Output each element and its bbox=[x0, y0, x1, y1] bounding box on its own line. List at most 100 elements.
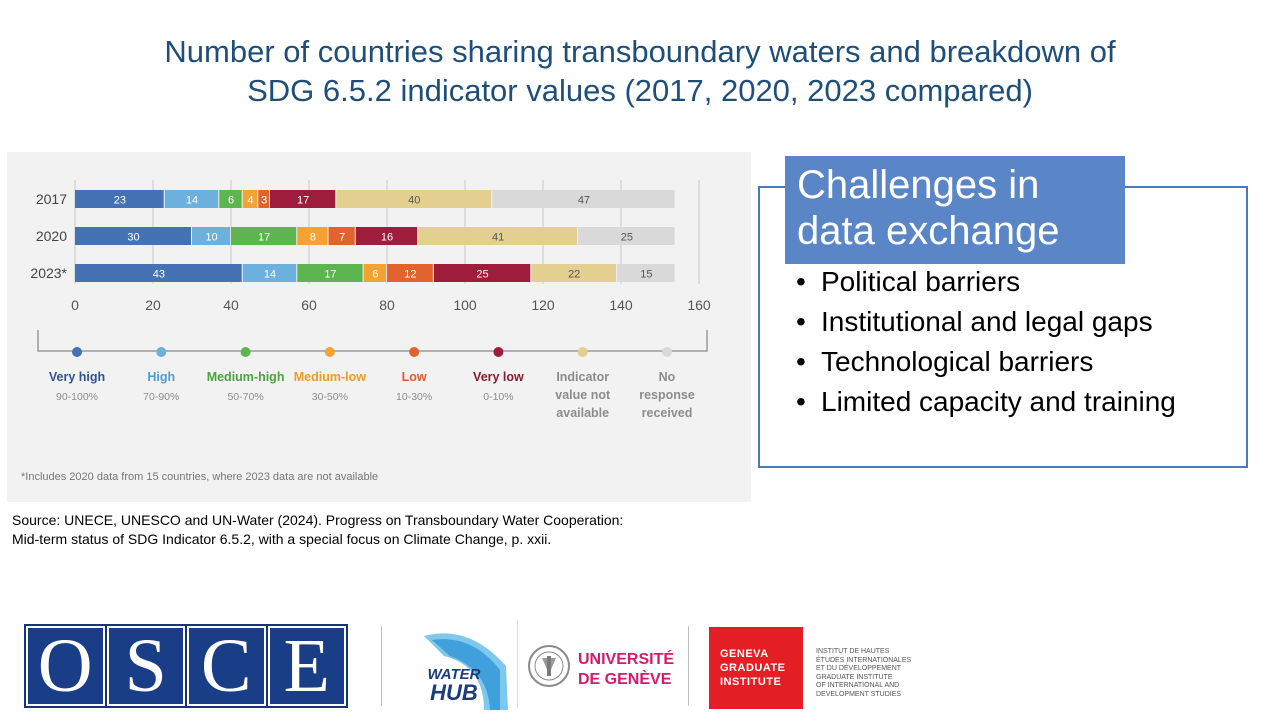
source-line-2: Mid-term status of SDG Indicator 6.5.2, … bbox=[12, 531, 552, 547]
bar-segment bbox=[297, 264, 363, 282]
legend-label: received bbox=[642, 406, 693, 420]
bar-value-label: 25 bbox=[476, 269, 488, 281]
bar-segment bbox=[75, 227, 191, 245]
x-tick-label: 80 bbox=[379, 297, 395, 313]
bar-segment bbox=[270, 190, 336, 208]
ggi-subtext: INSTITUT DE HAUTES ÉTUDES INTERNATIONALE… bbox=[816, 648, 911, 699]
source-line-1: Source: UNECE, UNESCO and UN-Water (2024… bbox=[12, 512, 624, 528]
legend-label: available bbox=[556, 406, 609, 420]
x-tick-label: 20 bbox=[145, 297, 161, 313]
legend-range: 30-50% bbox=[312, 391, 348, 403]
bar-value-label: 17 bbox=[324, 269, 336, 281]
challenges-list: Political barriers Institutional and leg… bbox=[796, 265, 1236, 425]
legend-marker bbox=[156, 347, 167, 357]
legend-range: 0-10% bbox=[483, 391, 513, 403]
legend-label: Low bbox=[402, 370, 427, 384]
legend-label: Medium-high bbox=[207, 370, 285, 384]
x-tick-label: 100 bbox=[453, 297, 477, 313]
slide-title-line-2: SDG 6.5.2 indicator values (2017, 2020, … bbox=[247, 73, 1033, 108]
bar-segment bbox=[242, 264, 297, 282]
logo-divider bbox=[381, 626, 382, 706]
ggi-line-3: INSTITUTE bbox=[720, 676, 782, 688]
ggi-subtext-line: INSTITUT DE HAUTES bbox=[816, 648, 890, 655]
bar-segment bbox=[192, 227, 230, 245]
legend-marker bbox=[493, 347, 504, 357]
legend-label: Medium-low bbox=[294, 370, 366, 384]
legend-label: value not bbox=[555, 388, 611, 402]
ggi-subtext-line: DEVELOPMENT STUDIES bbox=[816, 690, 902, 698]
x-tick-label: 40 bbox=[223, 297, 239, 313]
bar-segment bbox=[387, 264, 433, 282]
challenge-item-institutional: Institutional and legal gaps bbox=[796, 305, 1236, 339]
x-tick-label: 0 bbox=[71, 297, 79, 313]
legend-label: No bbox=[659, 370, 676, 384]
source-citation: Source: UNECE, UNESCO and UN-Water (2024… bbox=[12, 511, 752, 549]
bar-value-label: 17 bbox=[258, 232, 270, 244]
challenge-item-capacity: Limited capacity and training bbox=[796, 385, 1236, 419]
bar-segment bbox=[355, 227, 418, 245]
bar-segment bbox=[617, 264, 675, 282]
unige-line-2: DE GENÈVE bbox=[578, 671, 672, 688]
bar-segment bbox=[258, 190, 269, 208]
bar-segment bbox=[363, 264, 386, 282]
legend-range: 10-30% bbox=[396, 391, 432, 403]
bar-value-label: 25 bbox=[621, 232, 633, 244]
legend-range: 50-70% bbox=[227, 391, 263, 403]
legend-marker bbox=[324, 347, 335, 357]
water-hub-word-2: HUB bbox=[430, 680, 478, 705]
unige-seal-icon bbox=[528, 645, 570, 687]
water-hub-logo bbox=[424, 633, 508, 710]
bar-value-label: 22 bbox=[568, 269, 580, 281]
unige-wordmark: UNIVERSITÉ DE GENÈVE bbox=[578, 650, 674, 690]
legend-marker bbox=[662, 347, 672, 357]
y-category-label: 2020 bbox=[36, 228, 67, 244]
legend-label: response bbox=[639, 388, 695, 402]
legend-label: Indicator bbox=[556, 370, 609, 384]
bar-value-label: 41 bbox=[492, 232, 504, 244]
bar-value-label: 10 bbox=[205, 232, 217, 244]
bar-value-label: 15 bbox=[640, 269, 652, 281]
x-tick-label: 60 bbox=[301, 297, 317, 313]
legend-label: High bbox=[147, 370, 175, 384]
logo-divider bbox=[688, 626, 689, 706]
bar-segment bbox=[492, 190, 675, 208]
bar-segment bbox=[328, 227, 355, 245]
challenges-heading-line-1: Challenges in bbox=[797, 163, 1040, 207]
legend-marker bbox=[240, 347, 251, 357]
osce-letter: C bbox=[187, 626, 266, 706]
bar-value-label: 30 bbox=[127, 232, 139, 244]
challenge-item-political: Political barriers bbox=[796, 265, 1236, 299]
y-category-label: 2023* bbox=[30, 265, 67, 281]
ggi-logo: GENEVA GRADUATE INSTITUTE bbox=[709, 627, 803, 709]
logo-divider bbox=[517, 620, 518, 708]
bar-segment bbox=[418, 227, 578, 245]
bar-segment bbox=[578, 227, 675, 245]
legend-marker bbox=[577, 347, 588, 357]
challenge-item-technological: Technological barriers bbox=[796, 345, 1236, 379]
bar-value-label: 6 bbox=[372, 269, 378, 281]
water-hub-word-1: WATER bbox=[427, 666, 481, 683]
ggi-line-2: GRADUATE bbox=[720, 662, 786, 674]
legend-range: 70-90% bbox=[143, 391, 179, 403]
bar-segment bbox=[164, 190, 219, 208]
osce-letter: S bbox=[106, 626, 185, 706]
water-hub-wordmark: WATER HUB bbox=[418, 666, 490, 705]
bar-value-label: 47 bbox=[578, 195, 590, 207]
legend-marker bbox=[409, 347, 420, 357]
osce-logo: O S C E bbox=[24, 624, 348, 708]
chart-footnote: *Includes 2020 data from 15 countries, w… bbox=[21, 471, 378, 483]
ggi-subtext-line: GRADUATE INSTITUTE bbox=[816, 673, 893, 681]
slide-title-line-1: Number of countries sharing transboundar… bbox=[164, 34, 1116, 69]
ggi-subtext-line: OF INTERNATIONAL AND bbox=[816, 682, 900, 689]
bar-segment bbox=[297, 227, 328, 245]
bar-segment bbox=[75, 264, 242, 282]
bar-segment bbox=[242, 190, 258, 208]
bar-value-label: 12 bbox=[404, 269, 416, 281]
bar-segment bbox=[219, 190, 242, 208]
x-tick-label: 140 bbox=[609, 297, 633, 313]
bar-value-label: 16 bbox=[381, 232, 393, 244]
bar-value-label: 17 bbox=[297, 195, 309, 207]
bar-segment bbox=[231, 227, 297, 245]
slide-title: Number of countries sharing transboundar… bbox=[60, 32, 1220, 110]
